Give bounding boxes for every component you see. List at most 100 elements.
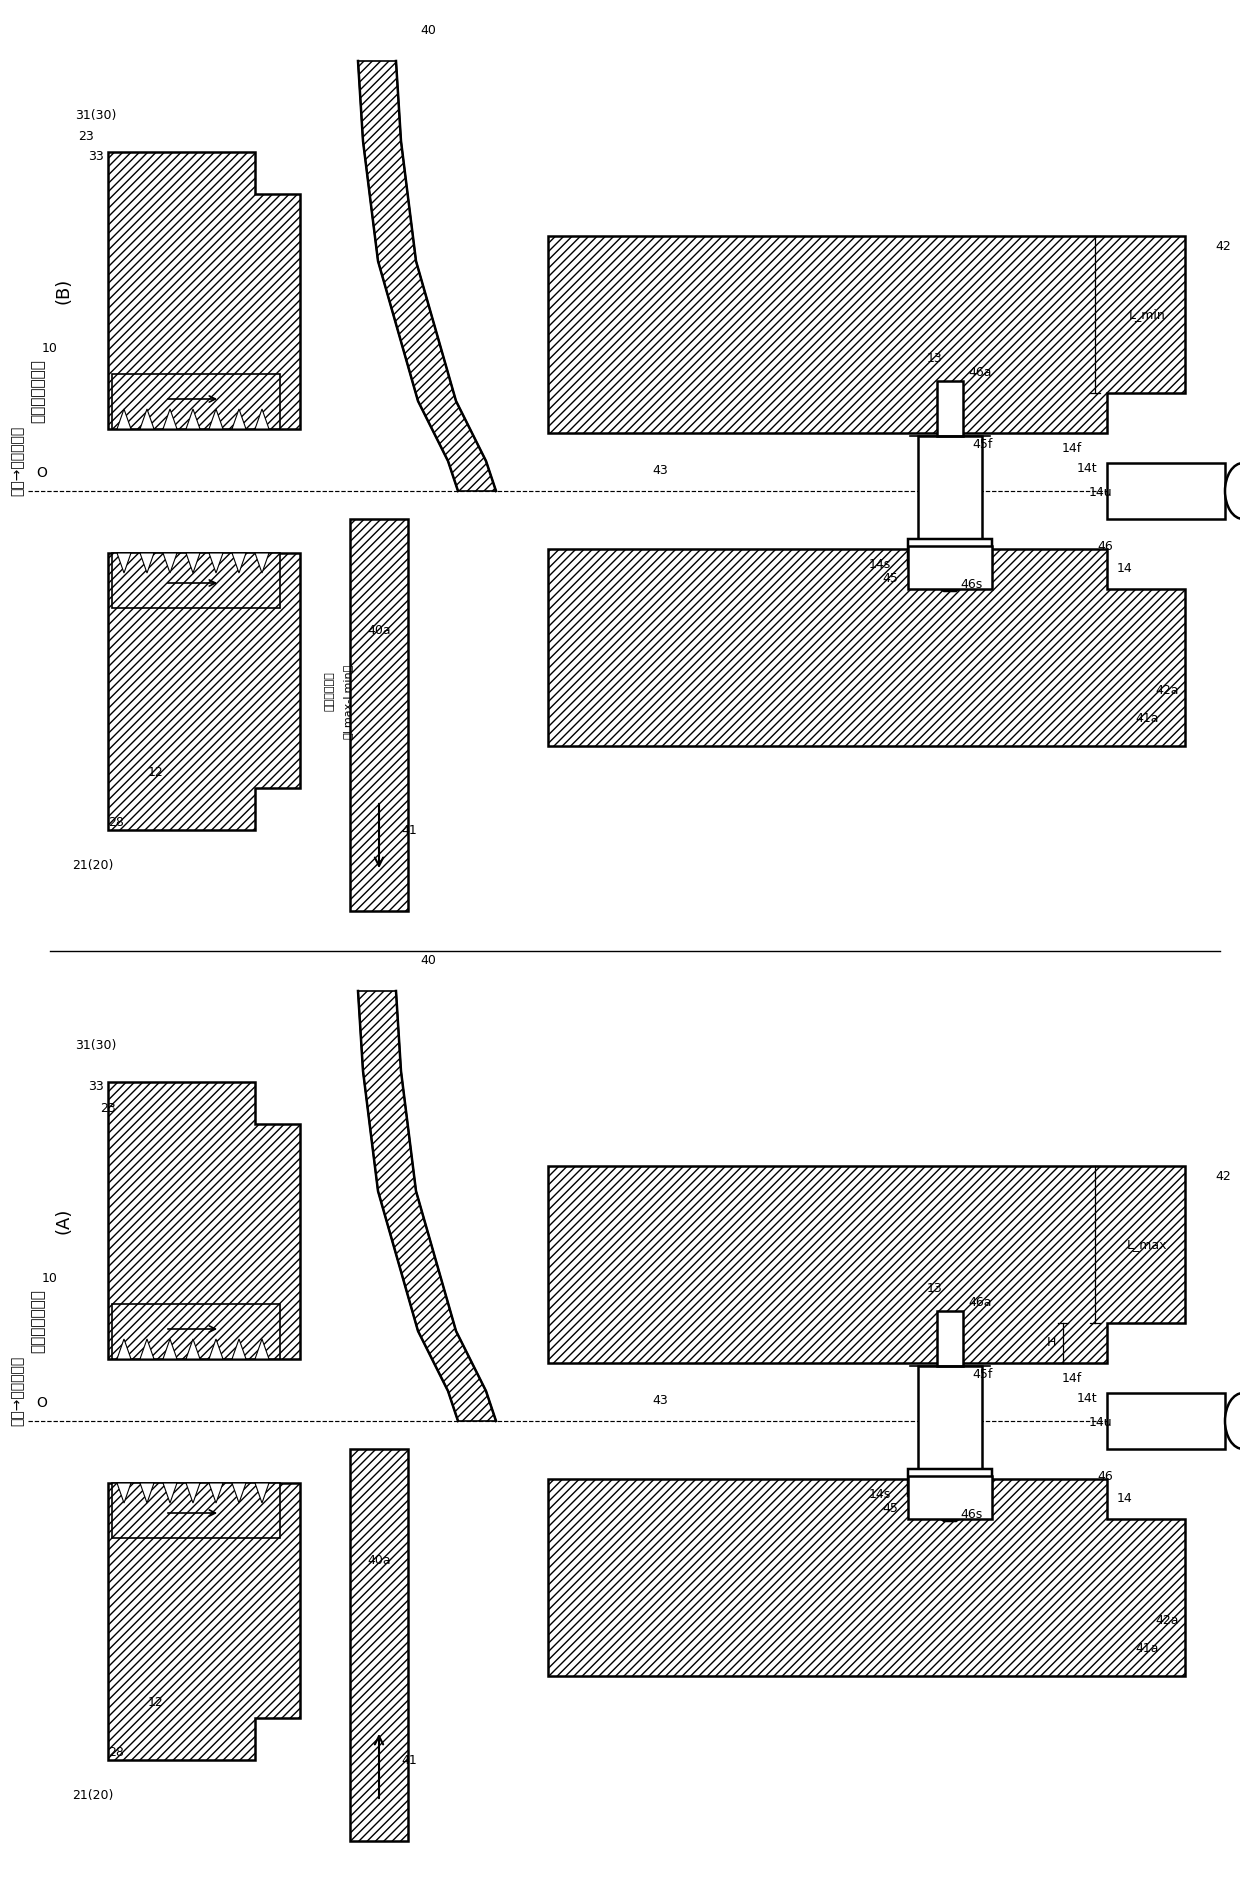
Text: 反方向流动状态: 反方向流动状态 (30, 359, 45, 424)
Text: 21(20): 21(20) (72, 1789, 113, 1802)
Text: 46a: 46a (968, 1297, 992, 1309)
Text: （Lmax-Lmin）: （Lmax-Lmin） (343, 664, 353, 739)
Text: L_max: L_max (1127, 1239, 1167, 1252)
Text: （横→向下流动）: （横→向下流动） (10, 1356, 24, 1426)
Polygon shape (112, 374, 280, 429)
Text: 42: 42 (1215, 1169, 1231, 1182)
Text: 40a: 40a (367, 624, 391, 637)
Text: 31(30): 31(30) (74, 110, 117, 123)
Polygon shape (232, 552, 246, 573)
Text: 14s: 14s (869, 1488, 892, 1500)
Text: 43: 43 (652, 465, 668, 478)
Text: 43: 43 (652, 1394, 668, 1407)
Text: 13: 13 (928, 352, 942, 365)
Polygon shape (117, 1483, 131, 1503)
Text: 46: 46 (1097, 1469, 1112, 1483)
Polygon shape (186, 408, 200, 429)
Polygon shape (1107, 1394, 1225, 1449)
Polygon shape (937, 1310, 963, 1365)
Text: 12: 12 (148, 766, 164, 779)
Text: 14t: 14t (1078, 463, 1097, 475)
Text: 40: 40 (420, 955, 436, 968)
Ellipse shape (1225, 463, 1240, 518)
Text: 14s: 14s (869, 558, 892, 571)
Text: 46s: 46s (960, 577, 982, 590)
Text: （下→横向流动）: （下→横向流动） (10, 425, 24, 495)
Text: 46: 46 (1097, 539, 1112, 552)
Polygon shape (1107, 463, 1225, 518)
Text: L_min: L_min (1128, 308, 1166, 321)
Polygon shape (186, 552, 200, 573)
Text: (B): (B) (55, 278, 73, 304)
Text: 28: 28 (108, 817, 124, 830)
Text: 40a: 40a (367, 1554, 391, 1568)
Polygon shape (108, 151, 300, 429)
Polygon shape (908, 546, 992, 588)
Polygon shape (232, 1483, 246, 1503)
Text: 45: 45 (882, 1503, 898, 1515)
Polygon shape (548, 1479, 1185, 1675)
Text: 14: 14 (1117, 562, 1133, 575)
Polygon shape (140, 408, 154, 429)
Polygon shape (908, 1477, 992, 1518)
Text: 12: 12 (148, 1696, 164, 1709)
Polygon shape (548, 236, 1185, 433)
Polygon shape (210, 1483, 223, 1503)
Polygon shape (162, 1339, 177, 1360)
Polygon shape (908, 1469, 992, 1520)
Polygon shape (162, 1483, 177, 1503)
Text: 10: 10 (42, 1273, 58, 1286)
Polygon shape (255, 1483, 269, 1503)
Text: 46s: 46s (960, 1507, 982, 1520)
Text: 上升齿隙程度: 上升齿隙程度 (325, 671, 335, 711)
Polygon shape (108, 1483, 300, 1761)
Text: 28: 28 (108, 1747, 124, 1759)
Text: 23: 23 (100, 1102, 115, 1116)
Polygon shape (232, 408, 246, 429)
Polygon shape (140, 1483, 154, 1503)
Polygon shape (140, 1339, 154, 1360)
Polygon shape (255, 408, 269, 429)
Text: 21(20): 21(20) (72, 860, 113, 872)
Text: 正方向流动状态: 正方向流动状态 (30, 1290, 45, 1352)
Text: 42a: 42a (1154, 1615, 1178, 1628)
Polygon shape (112, 552, 280, 609)
Text: 33: 33 (88, 1080, 104, 1093)
Text: 41: 41 (401, 1755, 417, 1768)
Text: 41: 41 (401, 824, 417, 838)
Polygon shape (255, 552, 269, 573)
Polygon shape (112, 1305, 280, 1360)
Polygon shape (210, 408, 223, 429)
Polygon shape (162, 552, 177, 573)
Polygon shape (210, 552, 223, 573)
Text: 42a: 42a (1154, 685, 1178, 698)
Polygon shape (108, 552, 300, 830)
Polygon shape (232, 1339, 246, 1360)
Text: (A): (A) (55, 1208, 73, 1235)
Text: 14: 14 (1117, 1492, 1133, 1505)
Ellipse shape (1225, 1394, 1240, 1449)
Text: 40: 40 (420, 25, 436, 38)
Text: 41a: 41a (1135, 1641, 1158, 1655)
Polygon shape (255, 1339, 269, 1360)
Text: 13: 13 (928, 1282, 942, 1295)
Text: 45f: 45f (972, 437, 992, 450)
Polygon shape (918, 1365, 982, 1469)
Text: 45: 45 (882, 573, 898, 586)
Polygon shape (908, 539, 992, 592)
Polygon shape (140, 552, 154, 573)
Text: H: H (1047, 1337, 1055, 1350)
Polygon shape (117, 552, 131, 573)
Polygon shape (548, 1167, 1185, 1363)
Text: 10: 10 (42, 342, 58, 356)
Text: 33: 33 (88, 149, 104, 163)
Text: 14f: 14f (1061, 1373, 1083, 1386)
Polygon shape (350, 518, 408, 911)
Text: 46a: 46a (968, 367, 992, 380)
Text: 14f: 14f (1061, 442, 1083, 456)
Polygon shape (210, 1339, 223, 1360)
Polygon shape (358, 991, 496, 1420)
Text: 14t: 14t (1078, 1392, 1097, 1405)
Polygon shape (548, 548, 1185, 747)
Polygon shape (108, 1082, 300, 1360)
